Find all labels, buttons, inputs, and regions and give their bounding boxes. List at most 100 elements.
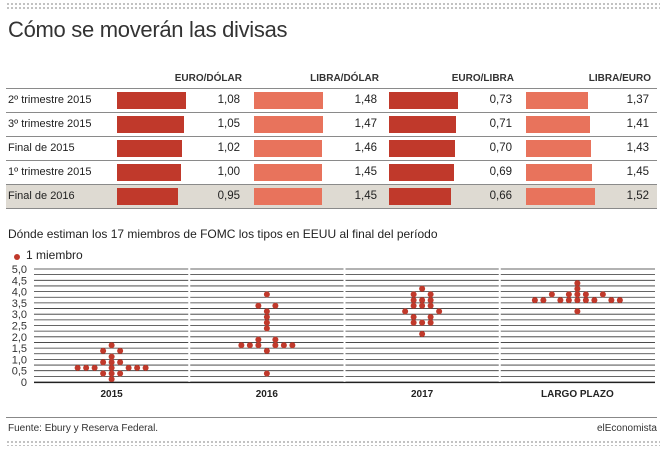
member-dot: [427, 291, 434, 298]
value-label: 0,66: [489, 190, 512, 202]
column-header-2: EURO/LIBRA: [451, 73, 514, 84]
value-label: 1,37: [626, 94, 649, 106]
member-dot: [108, 353, 115, 360]
value-label: 1,45: [354, 190, 377, 202]
member-dot: [100, 359, 107, 366]
member-dot: [410, 319, 417, 326]
x-category-label: 2016: [256, 389, 279, 400]
member-dot: [574, 297, 581, 304]
member-dot: [419, 297, 426, 304]
member-dot: [108, 364, 115, 371]
value-label: 1,05: [217, 118, 240, 130]
bar-libra-euro: [526, 164, 592, 181]
table-row: Final de 2016 0,95 1,45 0,66 1,52: [6, 185, 657, 208]
value-label: 1,48: [354, 94, 377, 106]
member-dot: [142, 364, 149, 371]
bar-euro-dólar: [117, 116, 184, 133]
member-dot: [419, 285, 426, 292]
member-dot: [574, 291, 581, 298]
row-label: Final de 2015: [8, 142, 75, 154]
member-dot: [108, 342, 115, 349]
member-dot: [263, 291, 270, 298]
row-label: Final de 2016: [8, 190, 75, 202]
column-header-1: LIBRA/DÓLAR: [310, 73, 379, 84]
bar-euro-libra: [389, 164, 454, 181]
value-label: 1,45: [354, 166, 377, 178]
member-dot: [410, 302, 417, 309]
member-dot: [255, 336, 262, 343]
x-category-label: LARGO PLAZO: [541, 389, 614, 400]
member-dot: [83, 364, 90, 371]
bar-euro-libra: [389, 188, 451, 205]
member-dot: [599, 291, 606, 298]
value-label: 0,71: [489, 118, 512, 130]
member-dot: [427, 297, 434, 304]
y-tick-label: 4,5: [12, 275, 27, 287]
value-label: 1,02: [217, 142, 240, 154]
member-dot: [108, 376, 115, 383]
bar-euro-libra: [389, 116, 456, 133]
y-tick-label: 1,0: [12, 354, 27, 366]
source-note: Fuente: Ebury y Reserva Federal.: [8, 423, 159, 434]
bar-euro-dólar: [117, 140, 182, 157]
member-dot: [125, 364, 132, 371]
value-label: 0,70: [489, 142, 512, 154]
y-tick-label: 3,5: [12, 298, 27, 310]
bar-libra-dólar: [254, 164, 322, 181]
dot-chart-subtitle: Dónde estiman los 17 miembros de FOMC lo…: [8, 227, 438, 241]
table-row: 2º trimestre 2015 1,08 1,48 0,73 1,37: [6, 89, 657, 112]
value-label: 1,00: [217, 166, 240, 178]
value-label: 1,41: [626, 118, 649, 130]
member-dot: [419, 302, 426, 309]
member-dot: [100, 370, 107, 377]
bar-euro-dólar: [117, 188, 178, 205]
bottom-dotted-rule: [6, 440, 660, 446]
row-label: 3º trimestre 2015: [8, 118, 92, 130]
member-dot: [263, 325, 270, 332]
member-dot: [238, 342, 245, 349]
member-dot: [255, 342, 262, 349]
value-label: 1,45: [626, 166, 649, 178]
bar-libra-dólar: [254, 116, 323, 133]
member-dot: [263, 347, 270, 354]
top-dotted-rule: [6, 2, 660, 10]
table-rule: [6, 136, 657, 137]
member-dot: [582, 297, 589, 304]
table-row: 3º trimestre 2015 1,05 1,47 0,71 1,41: [6, 113, 657, 136]
member-dot: [246, 342, 253, 349]
member-dot: [134, 364, 141, 371]
chart-title: Cómo se moverán las divisas: [8, 17, 288, 42]
value-label: 1,47: [354, 118, 377, 130]
member-dot: [436, 308, 443, 315]
table-rule: [6, 184, 657, 185]
value-label: 0,73: [489, 94, 512, 106]
member-dot: [91, 364, 98, 371]
y-tick-label: 5,0: [12, 264, 27, 276]
y-tick-label: 0: [21, 377, 27, 389]
member-dot: [574, 285, 581, 292]
member-dot: [608, 297, 615, 304]
y-tick-label: 3,0: [12, 309, 27, 321]
member-dot: [289, 342, 296, 349]
footer-rule: [6, 417, 657, 418]
table-row: 1º trimestre 2015 1,00 1,45 0,69 1,45: [6, 161, 657, 184]
x-category-label: 2015: [101, 389, 124, 400]
column-header-0: EURO/DÓLAR: [174, 73, 242, 84]
table-rule: [6, 112, 657, 113]
bar-euro-libra: [389, 140, 455, 157]
member-dot: [557, 297, 564, 304]
member-dot: [74, 364, 81, 371]
member-dot: [272, 302, 279, 309]
value-label: 1,46: [354, 142, 377, 154]
member-dot: [255, 302, 262, 309]
member-dot: [565, 297, 572, 304]
member-dot: [280, 342, 287, 349]
member-dot: [616, 297, 623, 304]
bar-libra-euro: [526, 92, 588, 109]
member-dot: [540, 297, 547, 304]
member-dot: [108, 359, 115, 366]
bar-euro-dólar: [117, 164, 181, 181]
bar-euro-libra: [389, 92, 458, 109]
legend-dot-icon: [14, 254, 20, 260]
bar-libra-euro: [526, 188, 595, 205]
